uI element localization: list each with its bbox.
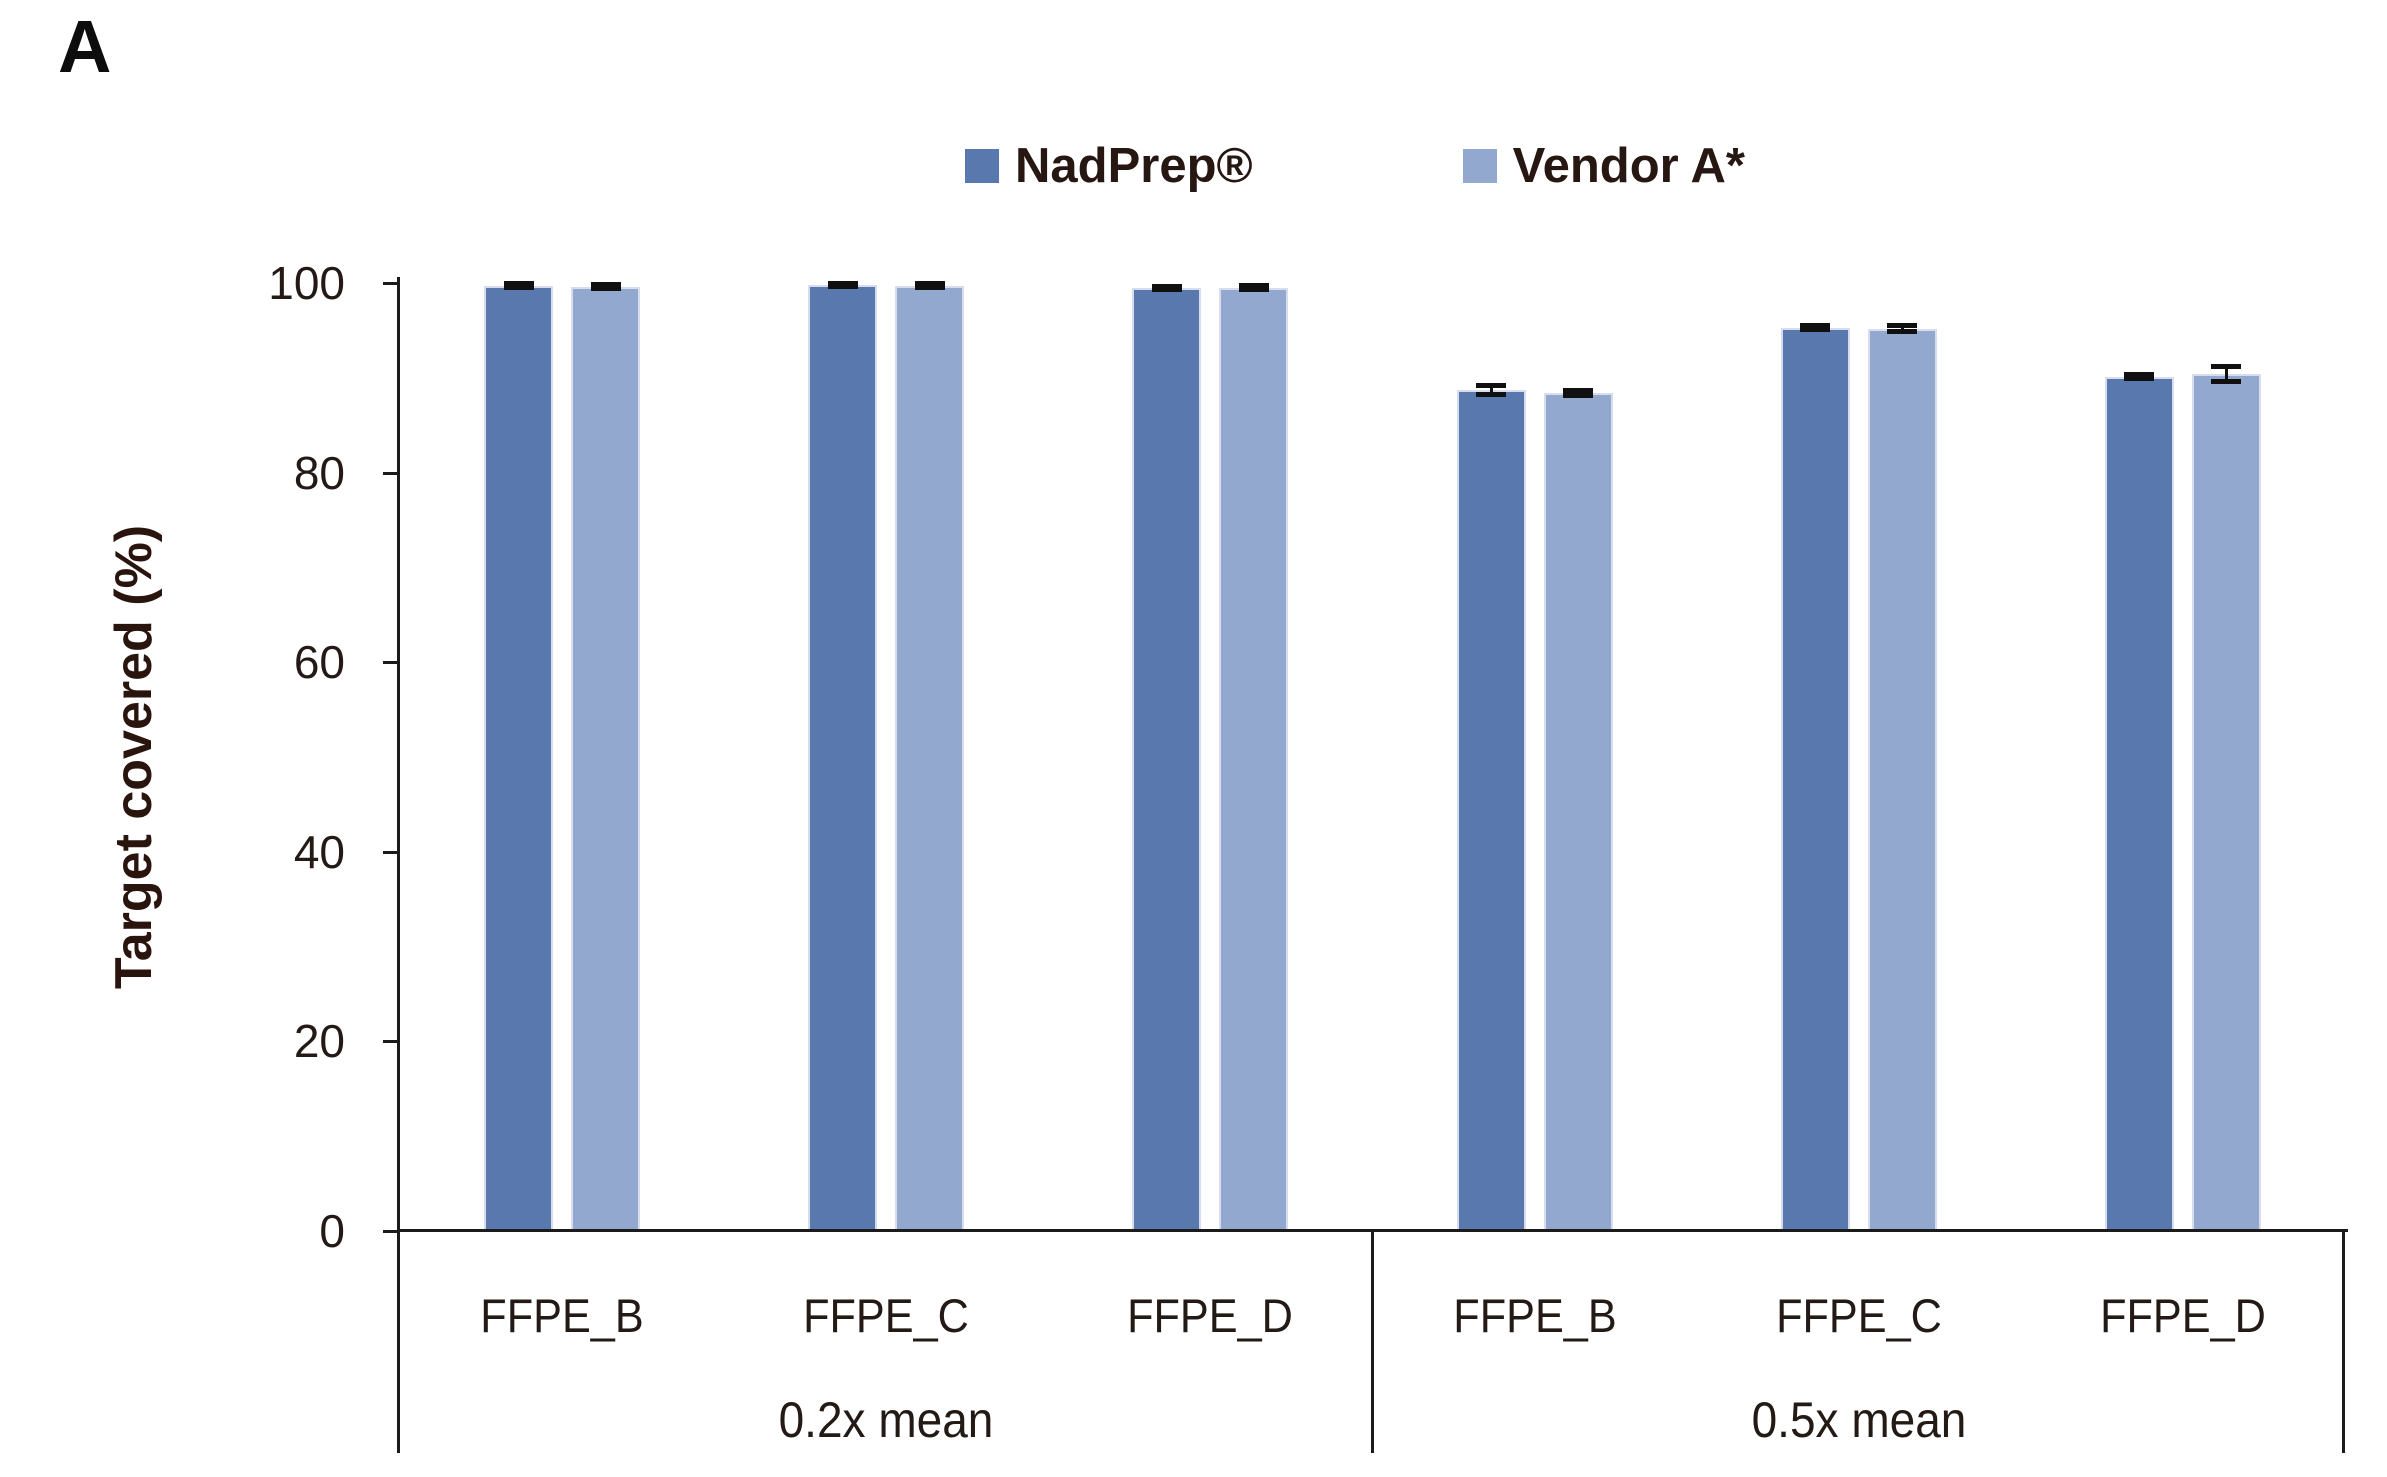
bar-vendor-a-ffpe_b-g2 <box>1543 392 1613 1231</box>
bar-nadprep-ffpe_b-g2 <box>1456 390 1526 1231</box>
category-label-ffpe_c-g2: FFPE_C <box>1775 1289 1942 1342</box>
y-tick-label: 100 <box>268 257 345 309</box>
error-bar-line <box>2224 366 2228 382</box>
error-bar-line <box>1900 325 1904 332</box>
error-bar-line <box>1576 390 1580 396</box>
error-bar-cap-bottom <box>1476 392 1507 398</box>
category-label-ffpe_b-g2: FFPE_B <box>1452 1289 1617 1342</box>
bar-vendor-a-ffpe_d-g2 <box>2191 374 2261 1231</box>
category-label-ffpe_c-g1: FFPE_C <box>803 1289 970 1342</box>
group-label-05x: 0.5x mean <box>1751 1392 1967 1448</box>
legend-item-vendor-a: Vendor A* <box>1462 138 1745 194</box>
category-label-ffpe_d-g1: FFPE_D <box>1127 1289 1294 1342</box>
y-tick-label: 20 <box>293 1015 345 1068</box>
legend-label-nadprep: NadPrep® <box>1015 139 1253 193</box>
vendor-a-swatch-icon <box>1462 149 1497 183</box>
y-tick-mark <box>383 1230 400 1233</box>
error-bar-cap-top <box>827 280 858 286</box>
y-tick-mark <box>383 471 400 475</box>
error-bar-cap-top <box>914 281 945 287</box>
y-tick-label: 80 <box>293 446 345 499</box>
group-label-02x: 0.2x mean <box>778 1392 994 1448</box>
bar-vendor-a-ffpe_d-g1 <box>1219 287 1289 1231</box>
bar-nadprep-ffpe_d-g2 <box>2104 376 2174 1231</box>
error-bar-cap-top <box>2211 363 2242 369</box>
bar-nadprep-ffpe_c-g1 <box>808 284 878 1231</box>
error-bar-cap-top <box>2124 372 2155 378</box>
table-right-border <box>2342 1229 2345 1453</box>
y-tick-mark <box>383 661 400 665</box>
error-bar-cap-top <box>1887 323 1918 329</box>
category-label-ffpe_d-g2: FFPE_D <box>2100 1289 2266 1342</box>
group-divider-line <box>1371 1229 1374 1453</box>
y-tick-mark <box>383 282 400 285</box>
y-axis-line <box>397 277 400 1453</box>
y-tick-label: 40 <box>293 825 345 878</box>
legend-label-vendor-a: Vendor A* <box>1512 139 1745 193</box>
error-bar-cap-bottom <box>2211 379 2242 385</box>
y-tick-label: 0 <box>319 1205 345 1257</box>
bar-nadprep-ffpe_b-g1 <box>484 285 554 1231</box>
chart-legend: NadPrep® Vendor A* <box>965 138 1745 194</box>
legend-item-nadprep: NadPrep® <box>965 138 1253 194</box>
nadprep-swatch-icon <box>965 149 999 183</box>
bar-vendor-a-ffpe_c-g2 <box>1867 328 1937 1231</box>
error-bar-cap-bottom <box>827 283 858 289</box>
bar-nadprep-ffpe_c-g2 <box>1780 327 1850 1231</box>
bar-nadprep-ffpe_d-g1 <box>1132 287 1202 1231</box>
error-bar-cap-top <box>1563 387 1594 393</box>
error-bar-cap-bottom <box>590 286 621 292</box>
error-bar-cap-bottom <box>1151 286 1182 292</box>
error-bar-cap-top <box>503 281 534 287</box>
error-bar-cap-top <box>590 282 621 288</box>
error-bar-line <box>1489 385 1493 395</box>
error-bar-cap-bottom <box>1887 328 1918 334</box>
error-bar-cap-top <box>1476 382 1507 388</box>
bar-vendor-a-ffpe_c-g1 <box>895 285 965 1231</box>
error-bar-cap-bottom <box>2124 376 2155 382</box>
category-label-ffpe_b-g1: FFPE_B <box>480 1289 644 1342</box>
error-bar-cap-bottom <box>1563 393 1594 399</box>
panel-label: A <box>58 5 112 88</box>
bar-vendor-a-ffpe_b-g1 <box>571 286 641 1231</box>
error-bar-cap-top <box>1151 283 1182 289</box>
error-bar-cap-top <box>1238 283 1269 289</box>
y-tick-label: 60 <box>293 636 345 689</box>
y-tick-mark <box>383 1040 400 1044</box>
error-bar-cap-bottom <box>1800 326 1831 332</box>
error-bar-cap-bottom <box>503 285 534 291</box>
y-tick-mark <box>383 850 400 854</box>
error-bar-cap-top <box>1800 323 1831 329</box>
error-bar-cap-bottom <box>914 285 945 291</box>
error-bar-cap-bottom <box>1238 287 1269 293</box>
y-axis-title: Target covered (%) <box>105 524 163 990</box>
